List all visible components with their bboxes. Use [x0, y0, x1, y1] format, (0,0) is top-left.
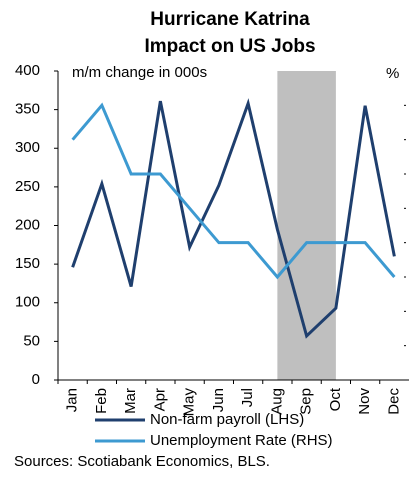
x-tick-label: Jan	[64, 388, 81, 412]
y2-axis-label: %	[386, 65, 399, 82]
y-tick-label: 400	[15, 62, 40, 79]
y-tick-label: 0	[32, 371, 40, 388]
x-tick-label: Sep	[298, 388, 315, 415]
x-tick-label: Jun	[210, 388, 227, 412]
line	[71, 98, 396, 339]
note: Sources: Scotiabank Economics, BLS.	[14, 453, 270, 470]
y-tick-label: 50	[23, 332, 40, 349]
x-tick-label: Mar	[122, 388, 139, 414]
y-tick-label: 200	[15, 216, 40, 233]
chart-title: Hurricane Katrina	[150, 9, 310, 30]
x-tick-label: Oct	[327, 387, 344, 411]
x-tick-label: May	[181, 388, 198, 417]
x-tick-label: Nov	[356, 388, 373, 415]
y-axis-label: m/m change in 000s	[72, 64, 207, 81]
y-tick-label: 100	[15, 294, 40, 311]
x-tick-label: Feb	[93, 388, 110, 414]
x-tick-label: Apr	[151, 388, 168, 411]
line	[71, 102, 396, 280]
x-tick-label: Dec	[385, 388, 402, 415]
legend-label: Unemployment Rate (RHS)	[150, 432, 333, 449]
legend-label: Non-farm payroll (LHS)	[150, 411, 304, 428]
y-tick-label: 150	[15, 255, 40, 272]
shaded-period	[277, 71, 336, 380]
x-tick-label: Jul	[239, 388, 256, 407]
y-tick-label: 350	[15, 101, 40, 118]
chart-title: Impact on US Jobs	[144, 36, 315, 57]
y-tick-label: 300	[15, 139, 40, 156]
y-tick-label: 250	[15, 178, 40, 195]
x-tick-label: Aug	[268, 388, 285, 415]
